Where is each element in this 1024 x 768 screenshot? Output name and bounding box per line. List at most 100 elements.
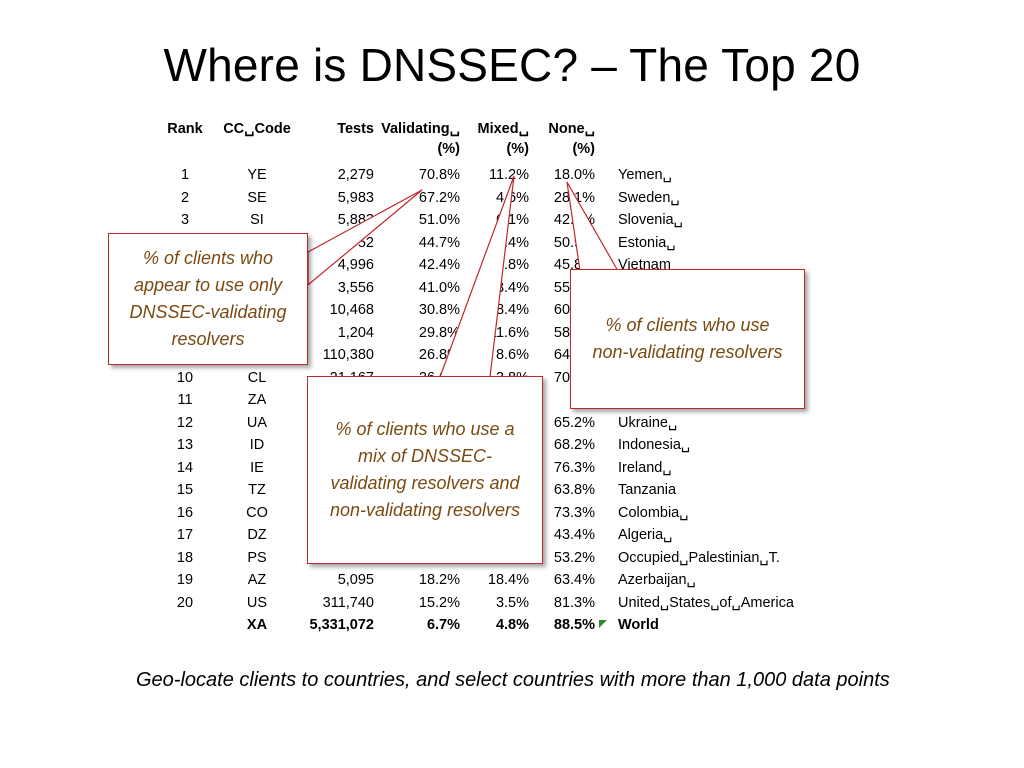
cell-code: CO — [246, 504, 268, 521]
cell-none: 28.1% — [553, 189, 595, 206]
cell-country: Occupied␣Palestinian␣T. — [618, 549, 780, 566]
cell-rank: 20 — [176, 594, 194, 611]
callout-validating: % of clients who appear to use only DNSS… — [108, 233, 308, 365]
cell-mixed: 18.4% — [487, 572, 529, 588]
cell-code: PS — [247, 549, 267, 566]
cell-code: XA — [246, 617, 268, 633]
cell-code: AZ — [247, 572, 267, 588]
cell-country: Indonesia␣ — [618, 437, 691, 453]
cell-none: 42.9% — [553, 212, 595, 228]
cell-country: Sweden␣ — [618, 189, 680, 206]
cell-code: UA — [246, 414, 268, 431]
cell-country: Algeria␣ — [618, 527, 673, 543]
cell-code: US — [246, 594, 268, 611]
cell-mixed: 11.2% — [488, 167, 529, 183]
cell-tests: 1,204 — [337, 324, 374, 341]
cell-validating: 29.8% — [418, 324, 460, 341]
cell-code: TZ — [248, 482, 266, 498]
cell-validating: 51.0% — [418, 212, 460, 228]
cell-mixed: 8.4% — [495, 302, 529, 318]
cell-country: Estonia␣ — [618, 234, 676, 251]
cell-none: 18.0% — [553, 167, 595, 183]
cell-validating: 15.2% — [418, 594, 460, 611]
cell-tests: 311,740 — [322, 594, 374, 611]
cell-rank: 2 — [180, 189, 190, 206]
cell-code: CL — [247, 369, 267, 386]
cell-code: SE — [247, 189, 267, 206]
cell-country: Yemen␣ — [618, 167, 672, 183]
header-rank: Rank — [167, 121, 203, 137]
cell-country: Colombia␣ — [618, 504, 689, 521]
cell-country: World — [618, 617, 659, 633]
cell-none: 53.2% — [553, 549, 595, 566]
cell-country: Ukraine␣ — [618, 414, 678, 431]
cell-rank: 16 — [176, 504, 194, 521]
cell-country: United␣States␣of␣America — [618, 594, 794, 611]
header-tests: Tests — [337, 121, 374, 137]
cell-none: 63.4% — [553, 572, 595, 588]
slide-title: Where is DNSSEC? – The Top 20 — [163, 39, 861, 91]
cell-tests: 5,095 — [337, 572, 374, 588]
cell-mixed: 3.5% — [495, 594, 529, 611]
cell-code: DZ — [247, 527, 267, 543]
header-none-unit: (%) — [572, 140, 595, 157]
cell-country: Ireland␣ — [618, 459, 672, 476]
cell-mixed: 4.6% — [495, 189, 529, 206]
cell-rank: 12 — [176, 414, 194, 431]
cell-none: 65.2% — [553, 414, 595, 431]
cell-validating: 6.7% — [426, 617, 460, 633]
cell-validating: 18.2% — [418, 572, 460, 588]
cell-mixed: 11.6% — [488, 324, 529, 341]
cell-mixed: 6.1% — [495, 212, 529, 228]
cell-code: IE — [250, 459, 264, 476]
header-none: None␣ — [548, 121, 595, 137]
cell-validating: 26.8% — [418, 347, 460, 363]
cell-none: 68.2% — [553, 437, 595, 453]
cell-mixed: 4.4% — [495, 234, 529, 251]
cell-rank: 3 — [180, 212, 190, 228]
cell-validating: 30.8% — [418, 302, 460, 318]
cell-validating: 67.2% — [418, 189, 460, 206]
cell-rank: 14 — [176, 459, 194, 476]
cell-code: ID — [249, 437, 265, 453]
cell-none: 88.5% — [553, 617, 595, 633]
cell-tests: 10,468 — [329, 302, 374, 318]
cell-mixed: 4.8% — [495, 617, 529, 633]
cell-none: 81.3% — [553, 594, 595, 611]
cell-tests: 5,983 — [337, 189, 374, 206]
callout-mixed: % of clients who use a mix of DNSSEC-val… — [307, 376, 543, 564]
cell-tests: 2,279 — [337, 167, 374, 183]
cell-tests: 5,883 — [337, 212, 374, 228]
cell-validating: 41.0% — [418, 279, 460, 296]
cell-country: Tanzania — [618, 482, 677, 498]
cell-tests: 110,380 — [322, 347, 374, 363]
cell-country: Azerbaijan␣ — [618, 572, 696, 588]
cell-rank: 11 — [177, 392, 193, 408]
cell-none: 73.3% — [553, 504, 595, 521]
cell-validating: 44.7% — [418, 234, 460, 251]
header-code: CC␣Code — [223, 121, 291, 137]
cell-validating: 42.4% — [418, 257, 460, 273]
comment-marker-icon — [599, 620, 607, 628]
cell-mixed: 11.8% — [488, 257, 529, 273]
cell-rank: 15 — [176, 482, 194, 498]
cell-none: 43.4% — [553, 527, 595, 543]
cell-none: 63.8% — [553, 482, 595, 498]
cell-code: SI — [250, 212, 264, 228]
cell-code: YE — [247, 167, 267, 183]
cell-rank: 19 — [176, 572, 194, 588]
header-validating: Validating␣ — [381, 121, 460, 137]
cell-rank: 10 — [176, 369, 194, 386]
cell-rank: 1 — [180, 167, 190, 183]
footnote: Geo-locate clients to countries, and sel… — [136, 669, 890, 691]
cell-mixed: 8.6% — [495, 347, 529, 363]
cell-mixed: 3.4% — [495, 279, 529, 296]
callout-non-validating: % of clients who use non-validating reso… — [570, 269, 805, 409]
cell-code: ZA — [247, 392, 267, 408]
cell-rank: 17 — [176, 527, 194, 543]
header-mixed-unit: (%) — [506, 140, 529, 157]
header-validating-unit: (%) — [437, 140, 460, 157]
cell-none: 50.9% — [553, 234, 595, 251]
cell-tests: 5,331,072 — [309, 617, 374, 633]
cell-none: 76.3% — [553, 459, 595, 476]
